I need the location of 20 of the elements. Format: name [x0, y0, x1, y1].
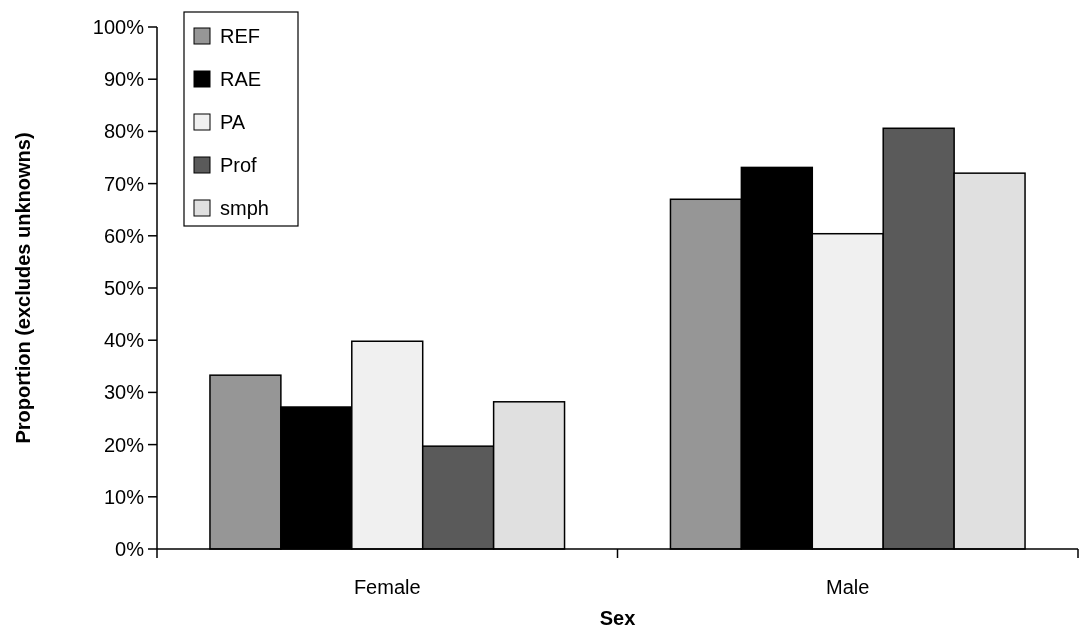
- y-tick-label: 60%: [103, 224, 145, 247]
- y-tick-label: 10%: [103, 485, 145, 508]
- x-axis-title: Sex: [599, 607, 636, 629]
- y-tick-label: 100%: [92, 16, 145, 38]
- y-tick-label: 20%: [103, 433, 145, 456]
- y-tick-label: 30%: [103, 381, 145, 404]
- y-tick-label: 80%: [103, 120, 145, 143]
- y-tick-label: 90%: [103, 68, 145, 91]
- legend-label: Prof: [220, 154, 258, 176]
- legend-label: REF: [220, 25, 260, 47]
- y-tick-label: 40%: [103, 329, 145, 352]
- y-tick-label: 0%: [115, 538, 145, 560]
- x-tick-label: Female: [353, 576, 421, 598]
- x-tick-label: Male: [826, 576, 870, 598]
- legend-label: smph: [220, 197, 269, 219]
- legend-label: RAE: [220, 68, 262, 90]
- legend-label: PA: [220, 111, 246, 133]
- y-tick-label: 70%: [103, 172, 145, 195]
- y-tick-label: 50%: [103, 277, 145, 299]
- y-axis-title: Proportion (excludes unknowns): [12, 132, 34, 444]
